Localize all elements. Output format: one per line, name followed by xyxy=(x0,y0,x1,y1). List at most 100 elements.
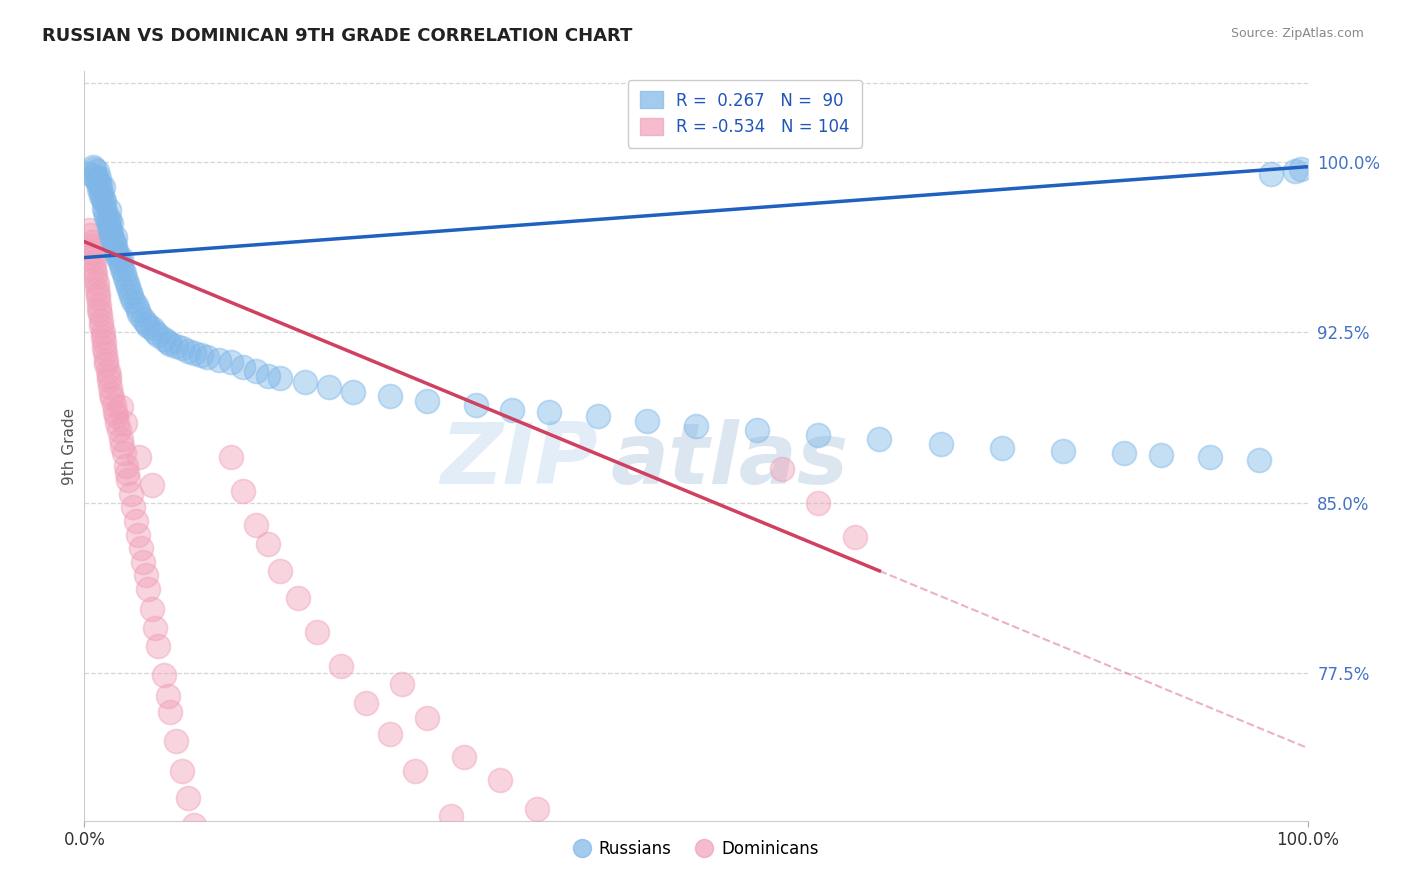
Point xyxy=(82,246,104,260)
Point xyxy=(159,336,181,351)
Text: atlas: atlas xyxy=(610,419,848,502)
Point xyxy=(114,271,136,285)
Point xyxy=(83,261,105,276)
Point xyxy=(143,326,166,340)
Point xyxy=(190,843,212,857)
Point xyxy=(104,230,127,244)
Point xyxy=(120,486,142,500)
Point xyxy=(117,473,139,487)
Point xyxy=(94,205,117,219)
Point xyxy=(87,176,110,190)
Point xyxy=(294,376,316,390)
Point xyxy=(342,384,364,399)
Point xyxy=(110,401,132,415)
Point xyxy=(86,173,108,187)
Point xyxy=(90,185,112,199)
Point xyxy=(165,734,187,748)
Point xyxy=(208,352,231,367)
Point xyxy=(80,239,103,253)
Point xyxy=(128,450,150,465)
Point xyxy=(1284,164,1306,178)
Point xyxy=(90,189,112,203)
Point xyxy=(1150,448,1173,462)
Point xyxy=(112,267,135,281)
Point xyxy=(135,568,157,582)
Point xyxy=(93,194,115,208)
Point xyxy=(183,818,205,832)
Point xyxy=(453,750,475,764)
Point xyxy=(125,298,148,312)
Point xyxy=(101,392,124,406)
Point xyxy=(526,802,548,816)
Text: Source: ZipAtlas.com: Source: ZipAtlas.com xyxy=(1230,27,1364,40)
Point xyxy=(477,847,499,862)
Point xyxy=(83,161,105,176)
Point xyxy=(269,564,291,578)
Point xyxy=(132,311,155,326)
Point xyxy=(232,484,254,499)
Point xyxy=(89,307,111,321)
Point xyxy=(90,318,112,333)
Point xyxy=(115,467,138,481)
Point xyxy=(97,214,120,228)
Point xyxy=(107,423,129,437)
Point xyxy=(869,432,891,446)
Point xyxy=(79,167,101,181)
Point xyxy=(136,318,159,333)
Point xyxy=(91,330,114,344)
Point xyxy=(172,764,194,778)
Y-axis label: 9th Grade: 9th Grade xyxy=(62,408,77,484)
Point xyxy=(127,527,149,541)
Point xyxy=(115,459,138,474)
Point xyxy=(318,380,340,394)
Point xyxy=(125,514,148,528)
Point xyxy=(269,371,291,385)
Point xyxy=(110,251,132,265)
Point xyxy=(112,446,135,460)
Point xyxy=(770,461,793,475)
Text: RUSSIAN VS DOMINICAN 9TH GRADE CORRELATION CHART: RUSSIAN VS DOMINICAN 9TH GRADE CORRELATI… xyxy=(42,27,633,45)
Point xyxy=(103,398,125,412)
Point xyxy=(464,398,486,412)
Point xyxy=(232,359,254,374)
Point xyxy=(90,314,112,328)
Point xyxy=(96,357,118,371)
Point xyxy=(80,235,103,249)
Point xyxy=(599,863,621,878)
Point xyxy=(110,257,132,271)
Point xyxy=(685,418,707,433)
Point xyxy=(141,477,163,491)
Point xyxy=(117,280,139,294)
Point xyxy=(177,343,200,358)
Point xyxy=(115,276,138,290)
Point xyxy=(96,210,118,224)
Point xyxy=(98,380,121,394)
Point xyxy=(84,169,107,183)
Point xyxy=(94,346,117,360)
Point xyxy=(101,232,124,246)
Point xyxy=(120,289,142,303)
Point xyxy=(97,373,120,387)
Point xyxy=(132,555,155,569)
Point xyxy=(153,668,176,682)
Point xyxy=(77,223,100,237)
Point xyxy=(86,282,108,296)
Point xyxy=(82,160,104,174)
Point xyxy=(87,298,110,312)
Point xyxy=(105,244,128,258)
Point xyxy=(1291,161,1313,176)
Point xyxy=(380,389,402,403)
Point xyxy=(807,496,830,510)
Point xyxy=(183,346,205,360)
Point xyxy=(84,271,107,285)
Point xyxy=(586,409,609,424)
Point xyxy=(807,427,830,442)
Point xyxy=(165,339,187,353)
Point xyxy=(107,252,129,267)
Point xyxy=(844,530,866,544)
Point xyxy=(172,342,194,356)
Point xyxy=(416,711,439,725)
Point xyxy=(127,302,149,317)
Point xyxy=(440,809,463,823)
Point xyxy=(98,223,121,237)
